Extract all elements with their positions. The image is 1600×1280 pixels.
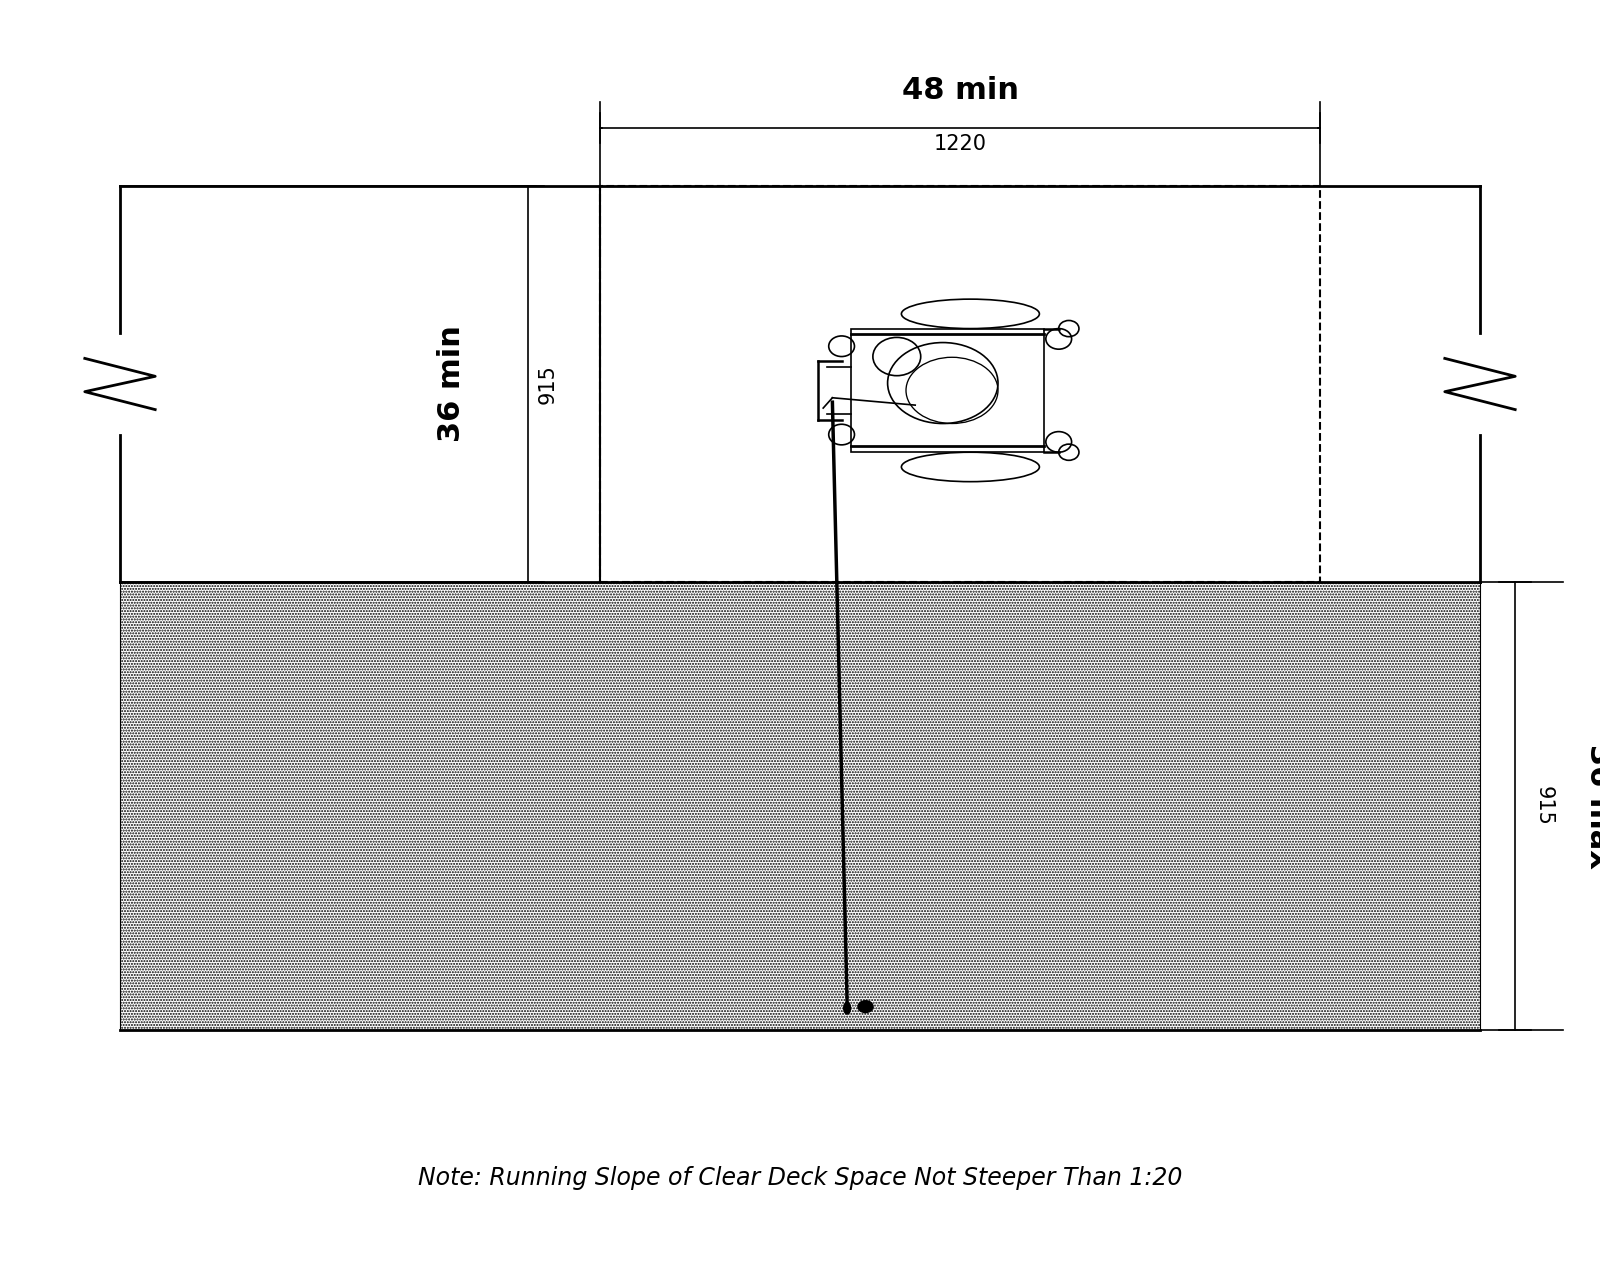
Bar	[120, 582, 1480, 1030]
Ellipse shape	[843, 1001, 851, 1015]
Circle shape	[858, 1000, 874, 1014]
Text: 36 max: 36 max	[1584, 744, 1600, 869]
Text: Note: Running Slope of Clear Deck Space Not Steeper Than 1:20: Note: Running Slope of Clear Deck Space …	[418, 1166, 1182, 1189]
Text: 36 min: 36 min	[437, 325, 466, 443]
Text: 915: 915	[1534, 786, 1554, 827]
Text: 915: 915	[538, 364, 557, 404]
Text: 1220: 1220	[933, 134, 987, 155]
Bar	[851, 329, 1043, 452]
Text: 48 min: 48 min	[901, 76, 1019, 105]
